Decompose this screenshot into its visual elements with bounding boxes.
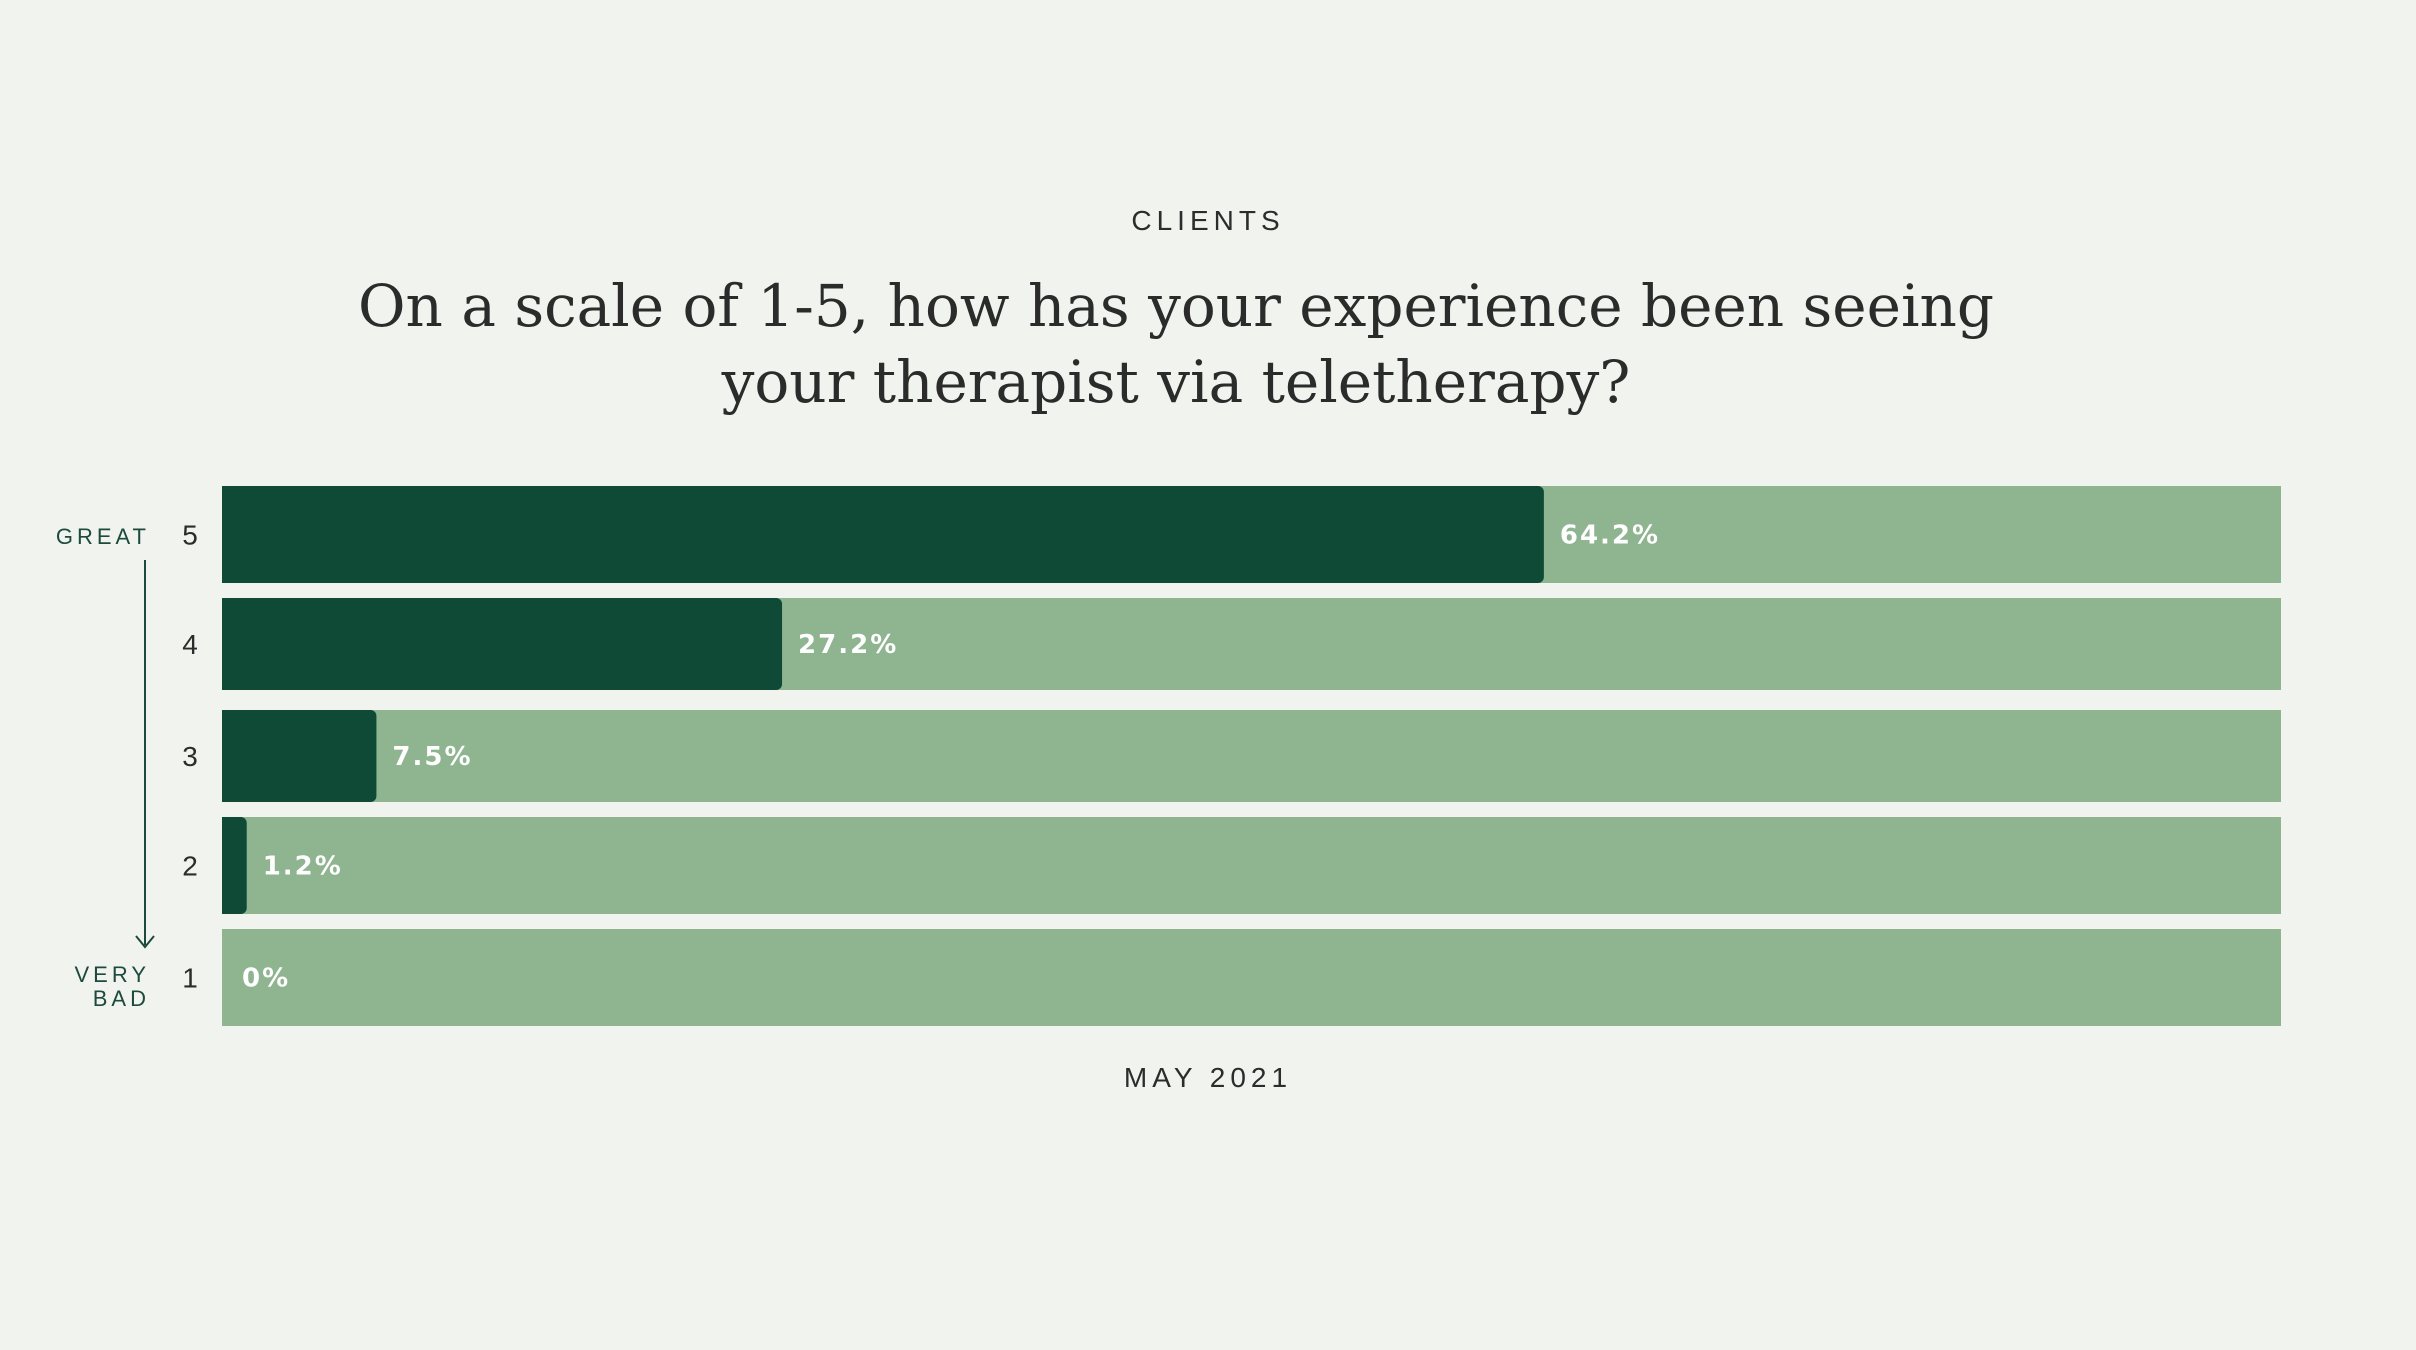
category-label-3: 3 [182, 741, 198, 772]
bar-value-label-3: 7.5% [392, 742, 472, 772]
bar-track-1 [222, 929, 2281, 1026]
bar-value-label-2: 1.2% [263, 852, 343, 882]
bar-track-3 [222, 710, 2281, 802]
bar-value-label-1: 0% [242, 964, 290, 994]
chart-title-line-2: your therapist via teletherapy? [721, 348, 1631, 416]
chart-date: MAY 2021 [1123, 1062, 1293, 1093]
bar-fill-5 [222, 486, 1544, 583]
scale-indicator: GREAT VERY BAD [56, 524, 155, 1011]
category-label-4: 4 [182, 629, 198, 660]
category-label-5: 5 [182, 520, 198, 551]
bar-fill-2 [222, 817, 247, 914]
scale-bottom-label-line-1: VERY [74, 962, 150, 987]
chart-title-line-1: On a scale of 1-5, how has your experien… [358, 272, 1994, 340]
bar-value-label-4: 27.2% [798, 630, 898, 660]
bar-track-2 [222, 817, 2281, 914]
scale-top-label: GREAT [56, 524, 150, 549]
chart-title: On a scale of 1-5, how has your experien… [340, 268, 2012, 420]
bar-value-label-5: 64.2% [1560, 521, 1660, 551]
bar-fill-3 [222, 710, 377, 802]
chart-eyebrow: CLIENTS [1131, 205, 1285, 236]
scale-bottom-label-line-2: BAD [93, 986, 150, 1011]
bar-fill-4 [222, 598, 783, 690]
bars-group: 64.2% 5 27.2% 4 7.5% 3 1.2% 2 0% 1 [182, 486, 2281, 1026]
category-label-1: 1 [182, 963, 198, 994]
scale-arrow-head-icon [135, 935, 155, 949]
category-label-2: 2 [182, 851, 198, 882]
